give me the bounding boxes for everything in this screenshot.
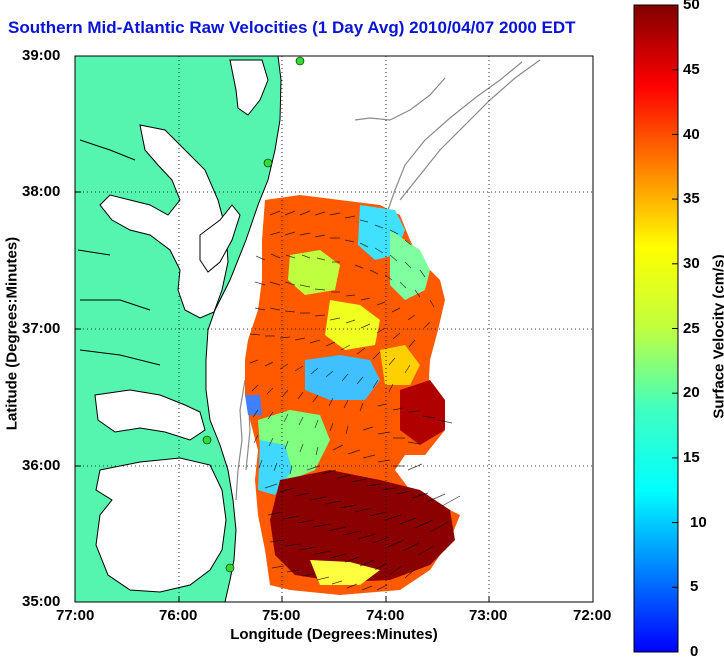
plot-title: Southern Mid-Atlantic Raw Velocities (1 … bbox=[8, 18, 576, 38]
colorbar-tick-label: 30 bbox=[683, 255, 700, 272]
colorbar bbox=[634, 5, 678, 652]
ytick-label: 38:00 bbox=[22, 183, 60, 200]
colorbar-tick-label: 45 bbox=[683, 61, 700, 78]
xtick-label: 74:00 bbox=[366, 607, 404, 624]
station-marker bbox=[264, 159, 272, 167]
colorbar-tick-label: 35 bbox=[683, 190, 700, 207]
ytick-label: 37:00 bbox=[22, 320, 60, 337]
station-marker bbox=[203, 436, 211, 444]
colorbar-tick-label: 25 bbox=[683, 320, 700, 337]
y-axis-label: Latitude (Degrees:Minutes) bbox=[4, 234, 21, 434]
colorbar-tick-label: 15 bbox=[683, 449, 700, 466]
ytick-label: 39:00 bbox=[22, 47, 60, 64]
colorbar-tick-label: 40 bbox=[683, 126, 700, 143]
colorbar-tick-label: 0 bbox=[690, 643, 698, 660]
ytick-label: 36:00 bbox=[22, 457, 60, 474]
colorbar-tick-label: 5 bbox=[690, 578, 698, 595]
station-marker bbox=[226, 564, 234, 572]
colorbar-tick-label: 50 bbox=[683, 0, 700, 13]
colorbar-tick-label: 10 bbox=[690, 514, 707, 531]
xtick-label: 72:00 bbox=[573, 607, 611, 624]
xtick-label: 76:00 bbox=[159, 607, 197, 624]
xtick-label: 75:00 bbox=[262, 607, 300, 624]
xtick-label: 73:00 bbox=[469, 607, 507, 624]
station-marker bbox=[296, 57, 304, 65]
x-axis-label: Longitude (Degrees:Minutes) bbox=[75, 626, 593, 643]
pamlico-sound bbox=[96, 458, 226, 592]
xtick-label: 77:00 bbox=[56, 607, 94, 624]
colorbar-label: Surface Velocity (cm/s) bbox=[711, 232, 724, 442]
colorbar-tick-label: 20 bbox=[683, 384, 700, 401]
ytick-label: 35:00 bbox=[22, 593, 60, 610]
